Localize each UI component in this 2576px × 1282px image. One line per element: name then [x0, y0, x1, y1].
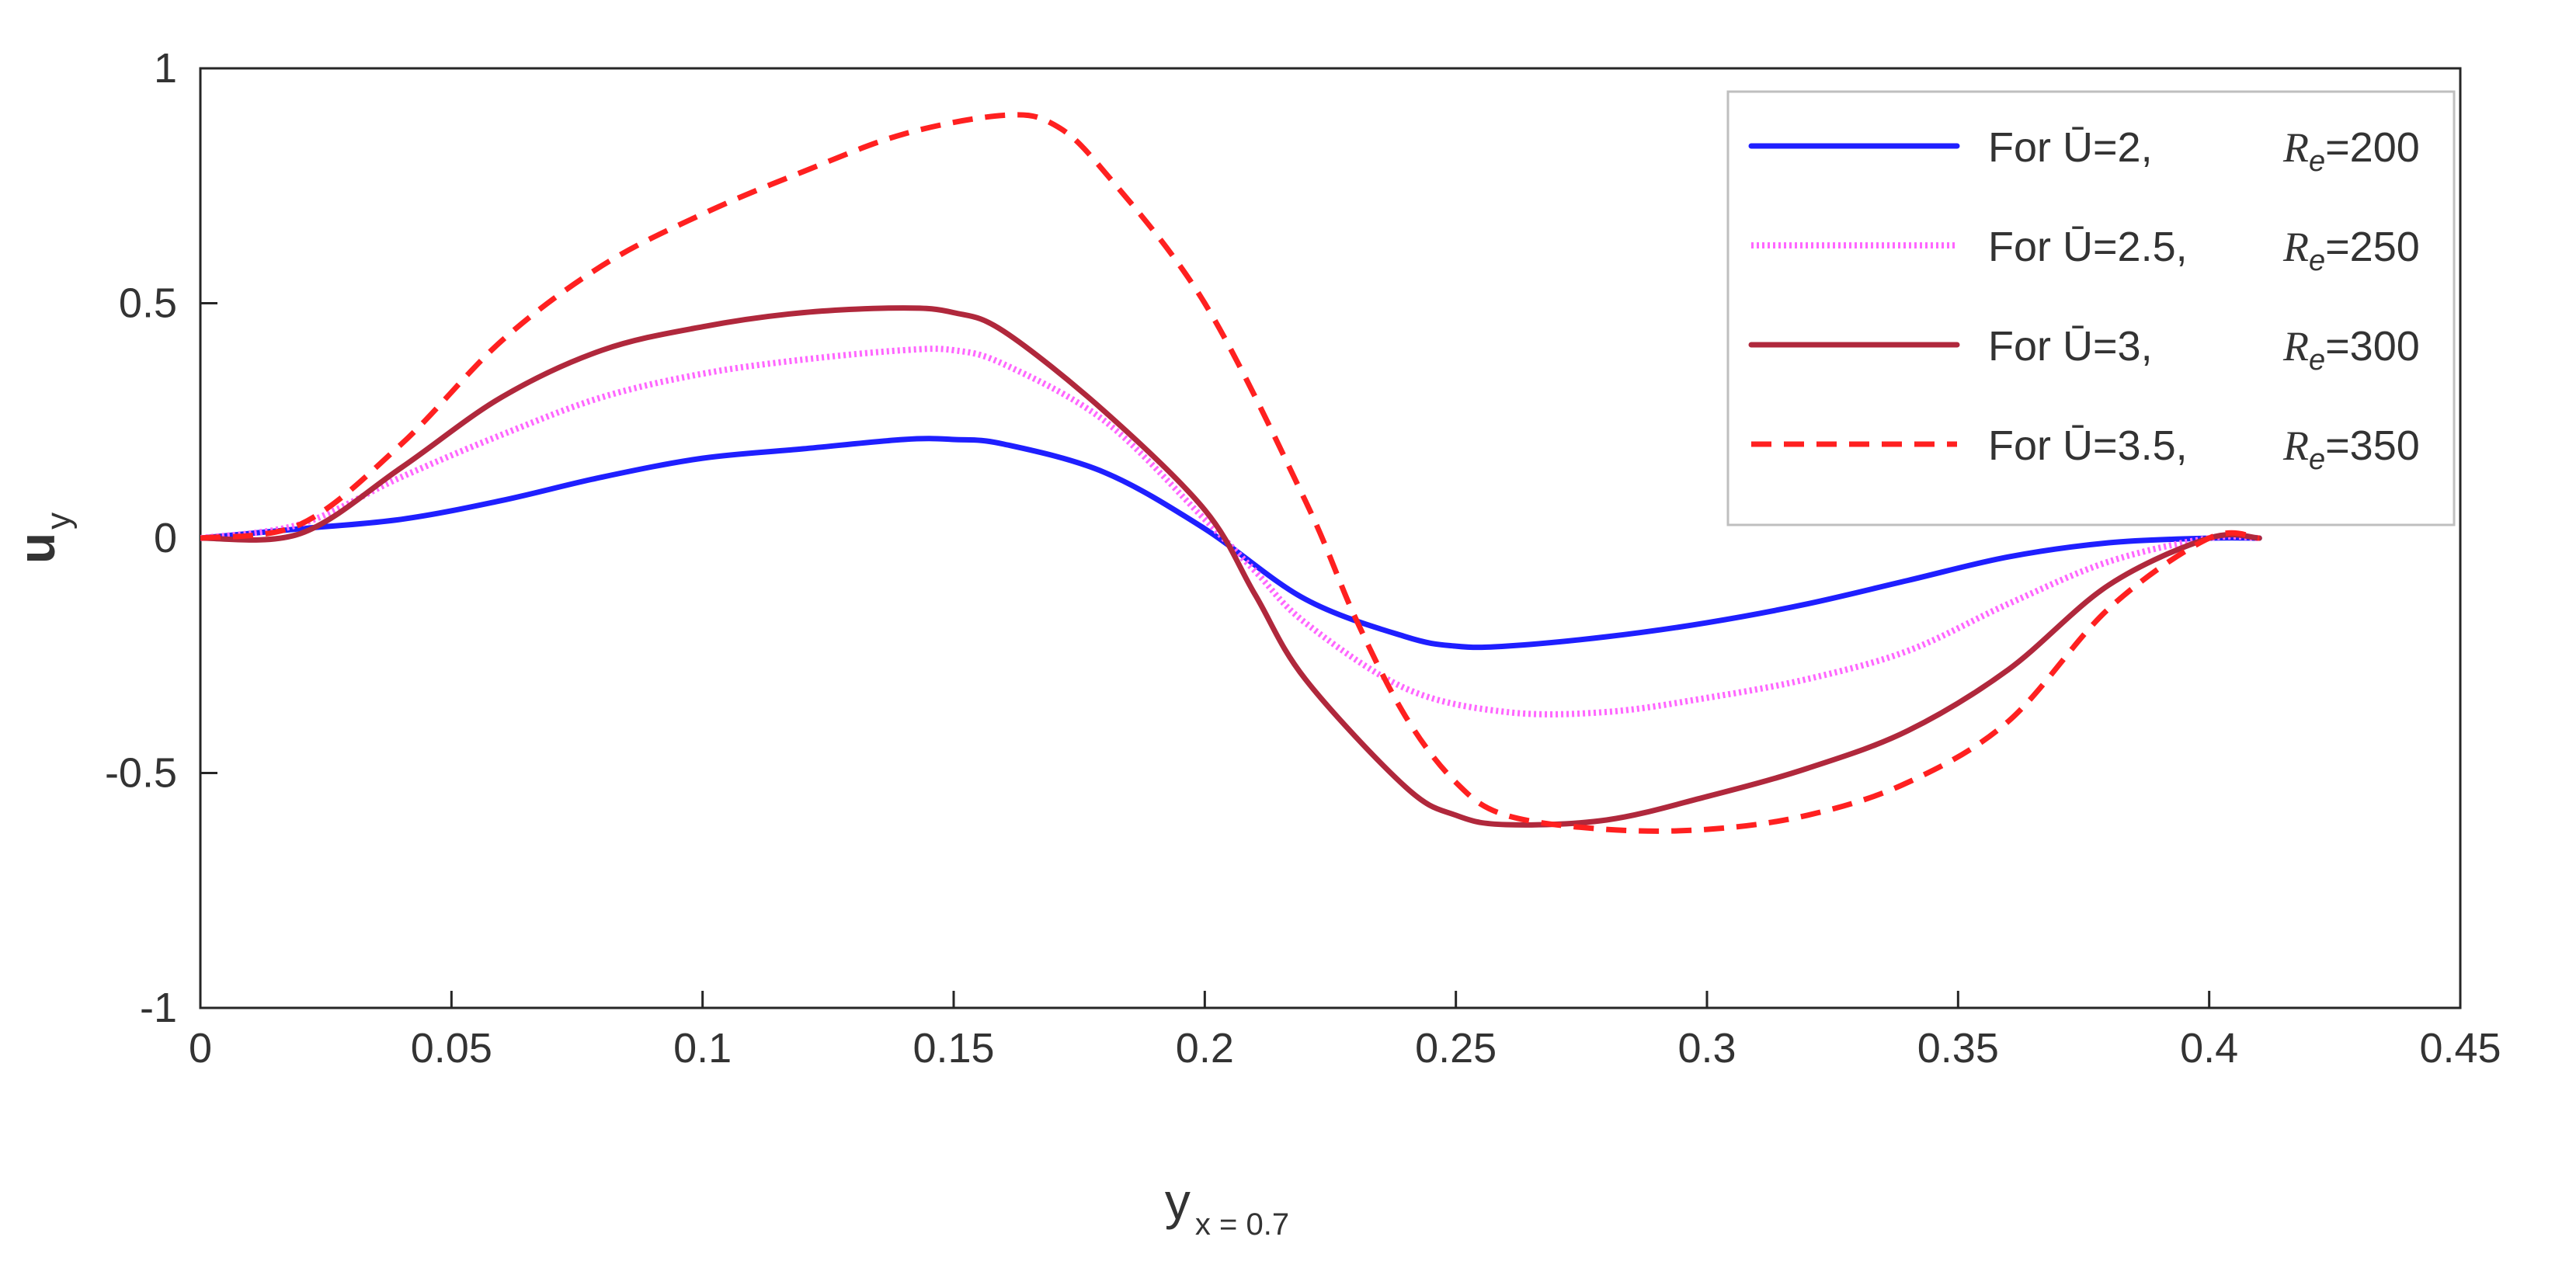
y-tick-label: 0 [154, 515, 177, 561]
legend-box [1726, 90, 2456, 526]
series-layer [200, 112, 2262, 834]
x-axis-label-subscript: x = 0.7 [1195, 1207, 1289, 1242]
legend-re-subscript: e [2309, 245, 2325, 277]
legend-label-prefix: For Ū=2, [1988, 124, 2153, 171]
legend-label-prefix: For Ū=3, [1988, 323, 2153, 370]
y-axis-label: uy [8, 512, 78, 564]
legend-label-re-2: Re=250 [2282, 224, 2420, 277]
x-tick-label: 0.35 [1917, 1025, 1999, 1072]
legend-label-re-1: Re=200 [2282, 124, 2420, 178]
x-tick-label: 0.25 [1415, 1025, 1497, 1072]
legend-label-re-3: Re=300 [2282, 323, 2420, 377]
legend-re-symbol: R [2282, 422, 2309, 469]
legend-re-symbol: R [2282, 323, 2309, 370]
legend-label-1: For Ū=2, [1988, 124, 2153, 171]
x-tick-label: 0.45 [2419, 1025, 2501, 1072]
legend-re-symbol: R [2282, 224, 2309, 270]
legend-re-symbol: R [2282, 124, 2309, 171]
y-tick-label: -1 [140, 985, 177, 1031]
x-tick-label: 0.4 [2180, 1025, 2238, 1072]
y-axis-label-subscript: y [40, 512, 78, 530]
series-line-2 [200, 346, 2260, 717]
x-axis: 0 0.05 0.1 0.15 0.2 0.25 0.3 0.35 0.4 0.45 [189, 991, 2501, 1072]
legend-re-subscript: e [2309, 443, 2325, 476]
legend-label-prefix: For Ū=2.5, [1988, 224, 2188, 270]
x-tick-label: 0.1 [673, 1025, 732, 1072]
x-axis-label-main: y [1165, 1173, 1191, 1230]
x-tick-label: 0.05 [411, 1025, 492, 1072]
y-axis: -1 -0.5 0 0.5 1 [105, 45, 217, 1031]
x-tick-label: 0.15 [913, 1025, 994, 1072]
legend-re-value: =250 [2325, 224, 2420, 270]
y-tick-label: -0.5 [105, 750, 177, 797]
legend-re-value: =200 [2325, 124, 2420, 171]
legend-label-4: For Ū=3.5, [1988, 422, 2188, 469]
y-tick-label: 0.5 [119, 280, 177, 327]
legend-label-prefix: For Ū=3.5, [1988, 422, 2188, 469]
legend-label-2: For Ū=2.5, [1988, 224, 2188, 270]
x-tick-label: 0.3 [1677, 1025, 1736, 1072]
legend-re-subscript: e [2309, 145, 2325, 178]
y-axis-label-main: u [8, 533, 65, 564]
y-tick-label: 1 [154, 45, 177, 92]
series-line-3 [200, 305, 2262, 828]
series-line-4 [200, 112, 2260, 834]
legend-label-3: For Ū=3, [1988, 323, 2153, 370]
legend-re-value: =350 [2325, 422, 2420, 469]
legend-label-re-4: Re=350 [2282, 422, 2420, 476]
x-tick-label: 0.2 [1176, 1025, 1234, 1072]
x-tick-label: 0 [189, 1025, 212, 1072]
legend-re-value: =300 [2325, 323, 2420, 370]
legend-re-subscript: e [2309, 344, 2325, 377]
